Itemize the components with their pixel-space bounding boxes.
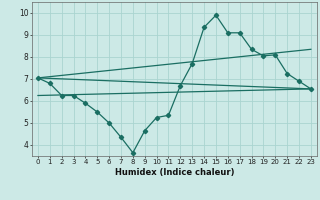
X-axis label: Humidex (Indice chaleur): Humidex (Indice chaleur) (115, 168, 234, 177)
